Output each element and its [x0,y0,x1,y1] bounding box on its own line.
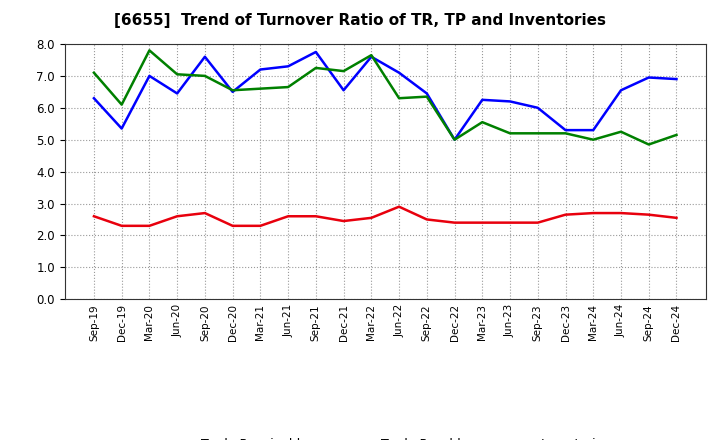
Trade Payables [534,105,542,110]
Inventories [478,120,487,125]
Trade Receivables [589,210,598,216]
Trade Receivables [117,223,126,228]
Trade Payables [145,73,154,78]
Trade Payables [395,70,403,75]
Trade Receivables [395,204,403,209]
Trade Payables [89,95,98,101]
Inventories [589,137,598,142]
Legend: Trade Receivables, Trade Payables, Inventories: Trade Receivables, Trade Payables, Inven… [160,438,611,440]
Trade Payables [505,99,514,104]
Trade Payables [173,91,181,96]
Inventories [201,73,210,78]
Trade Receivables [616,210,625,216]
Inventories [644,142,653,147]
Inventories [616,129,625,134]
Trade Payables [228,89,237,95]
Trade Payables [423,91,431,96]
Trade Payables [478,97,487,103]
Inventories [89,70,98,75]
Trade Payables [450,137,459,142]
Trade Receivables [534,220,542,225]
Trade Payables [616,88,625,93]
Trade Receivables [367,215,376,220]
Inventories [117,102,126,107]
Trade Receivables [644,212,653,217]
Trade Payables [367,54,376,59]
Trade Receivables [312,214,320,219]
Text: [6655]  Trend of Turnover Ratio of TR, TP and Inventories: [6655] Trend of Turnover Ratio of TR, TP… [114,13,606,28]
Trade Payables [339,88,348,93]
Trade Receivables [228,223,237,228]
Trade Receivables [505,220,514,225]
Inventories [284,84,292,90]
Trade Receivables [478,220,487,225]
Inventories [256,86,265,92]
Trade Receivables [284,214,292,219]
Trade Payables [672,77,681,82]
Trade Payables [312,49,320,55]
Inventories [312,65,320,70]
Trade Receivables [339,218,348,224]
Inventories [561,131,570,136]
Trade Payables [201,54,210,59]
Inventories [423,94,431,99]
Trade Receivables [672,215,681,220]
Trade Receivables [201,210,210,216]
Trade Receivables [173,214,181,219]
Inventories [672,132,681,138]
Trade Receivables [423,217,431,222]
Inventories [395,95,403,101]
Trade Payables [561,128,570,133]
Inventories [367,52,376,58]
Line: Trade Payables: Trade Payables [94,52,677,139]
Inventories [145,48,154,53]
Inventories [534,131,542,136]
Line: Trade Receivables: Trade Receivables [94,207,677,226]
Trade Payables [284,64,292,69]
Inventories [450,137,459,142]
Line: Inventories: Inventories [94,50,677,144]
Trade Payables [117,126,126,131]
Trade Receivables [256,223,265,228]
Trade Receivables [561,212,570,217]
Inventories [339,69,348,74]
Trade Payables [256,67,265,72]
Trade Payables [589,128,598,133]
Trade Receivables [145,223,154,228]
Inventories [173,72,181,77]
Inventories [505,131,514,136]
Trade Payables [644,75,653,80]
Inventories [228,88,237,93]
Trade Receivables [89,214,98,219]
Trade Receivables [450,220,459,225]
